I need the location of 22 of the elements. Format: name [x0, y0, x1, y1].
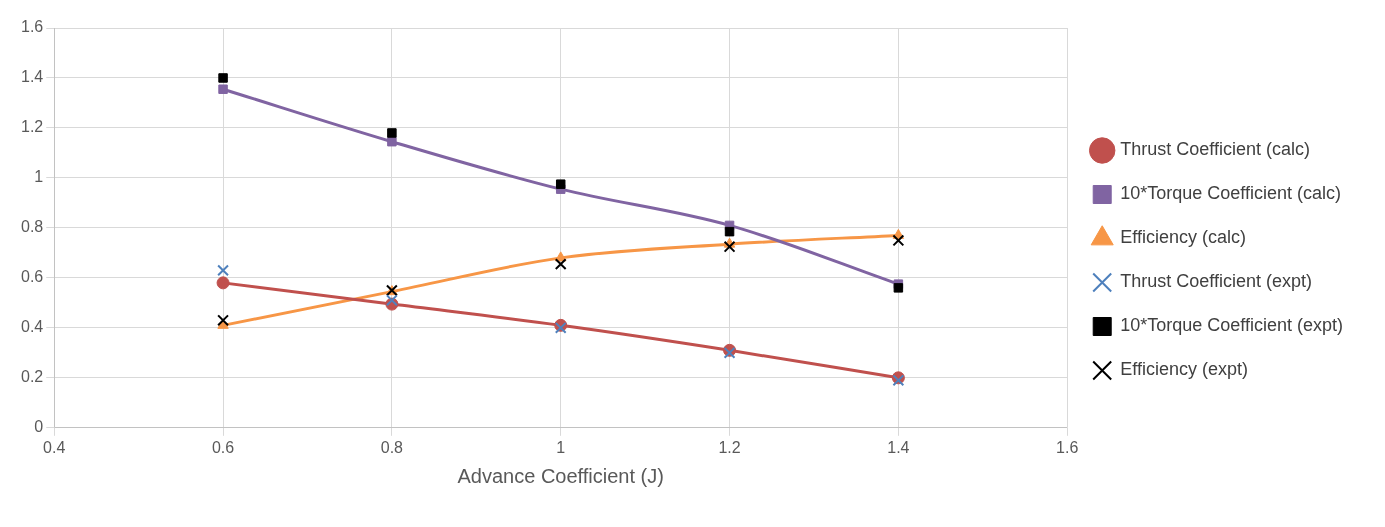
y-tick-label: 1.2 [20, 118, 44, 136]
y-tick-label: 1 [34, 168, 44, 186]
y-tick-label: 0.6 [20, 268, 44, 286]
y-tick-label: 1.4 [20, 68, 44, 86]
legend-label: Thrust Coefficient (expt) [1120, 271, 1312, 292]
x-tick-label: 1.2 [718, 438, 741, 456]
x-tick-label: 0.8 [380, 438, 404, 456]
y-tick-label: 0.8 [20, 218, 44, 236]
y-tick-label: 0 [34, 418, 44, 436]
x-tick-label: 1.4 [887, 438, 910, 456]
legend-label: Efficiency (calc) [1120, 227, 1246, 248]
legend-label: Thrust Coefficient (calc) [1120, 139, 1310, 160]
y-tick-label: 1.6 [20, 18, 44, 36]
y-tick-label: 0.2 [20, 368, 44, 386]
x-axis-title: Advance Coefficient (J) [457, 464, 664, 487]
legend-label: Efficiency (expt) [1120, 359, 1248, 380]
legend-label: 10*Torque Coefficient (expt) [1120, 315, 1343, 336]
x-tick-label: 1 [556, 438, 566, 456]
x-tick-label: 1.6 [1056, 438, 1079, 456]
x-tick-label: 0.6 [211, 438, 235, 456]
y-tick-label: 0.4 [20, 318, 44, 336]
legend-label: 10*Torque Coefficient (calc) [1120, 183, 1341, 204]
